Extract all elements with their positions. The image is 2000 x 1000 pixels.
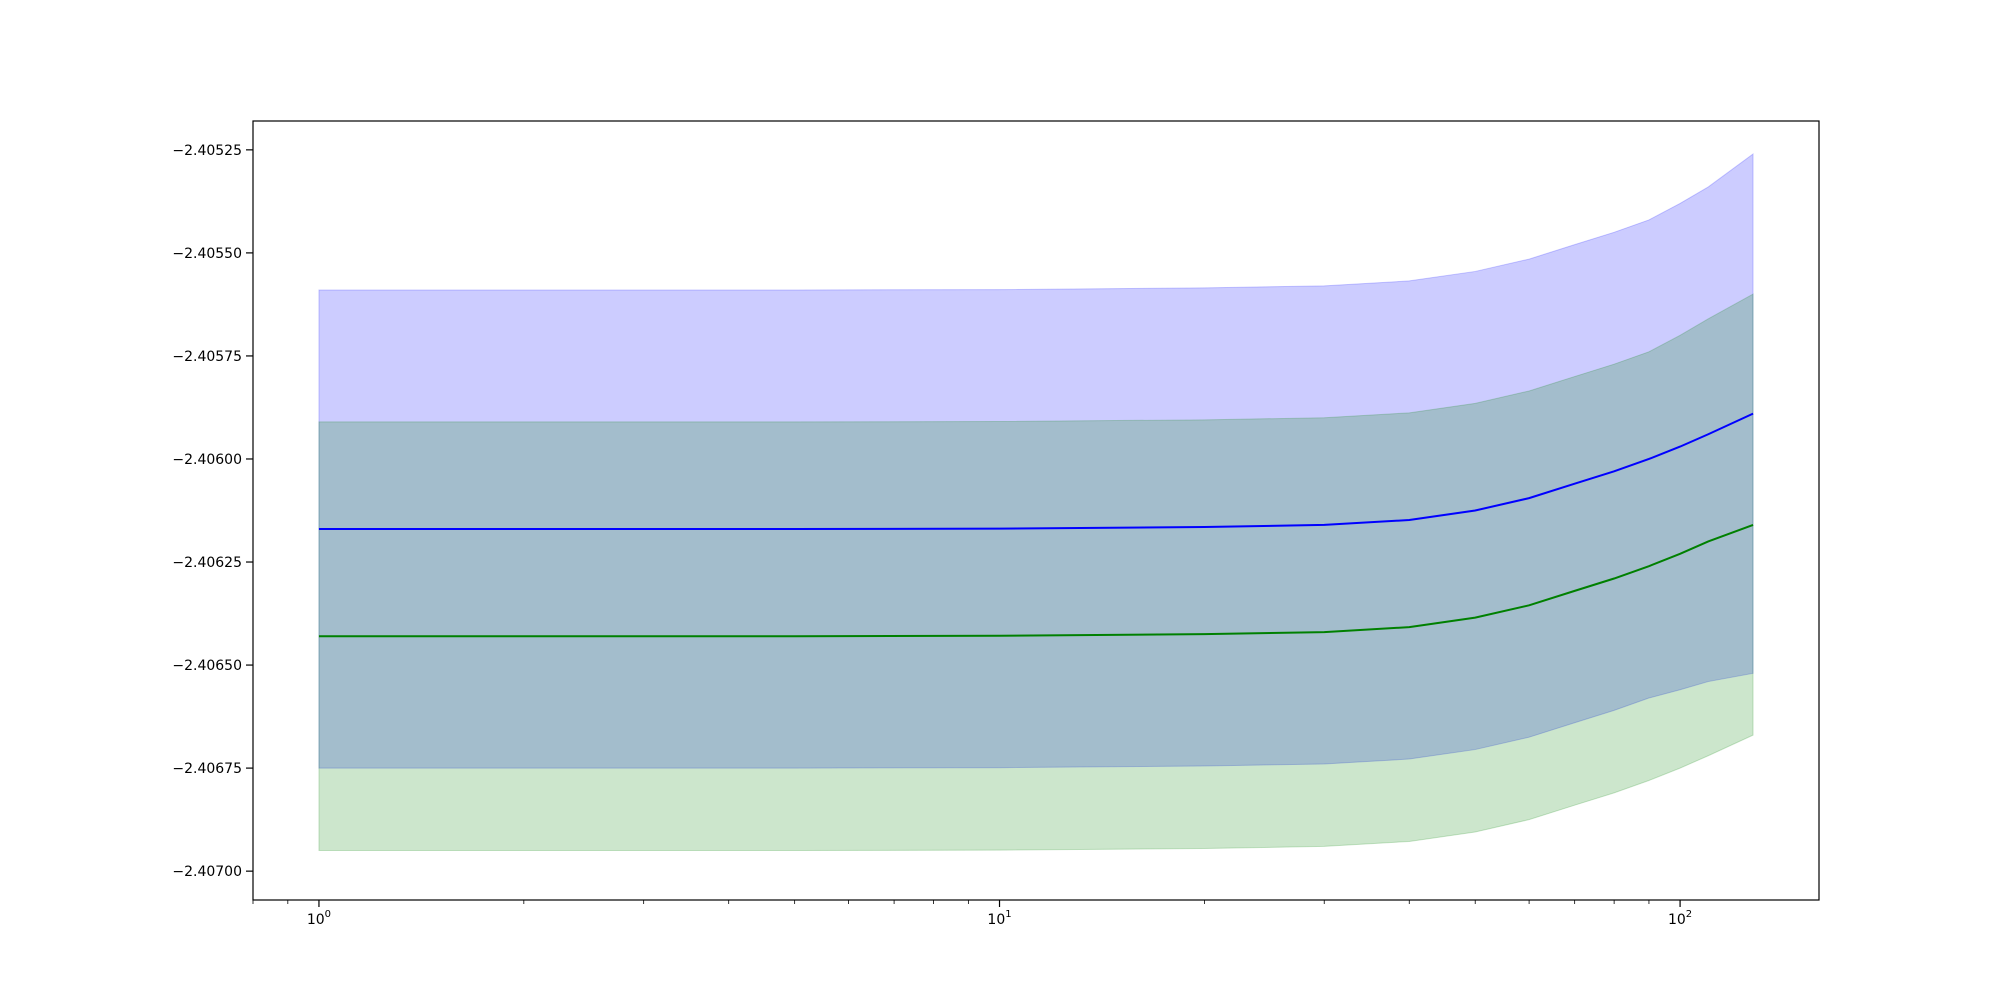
- x-axis: 100 101 102: [252, 900, 1692, 928]
- y-tick-label: −2.40700: [172, 864, 242, 880]
- y-tick-label: −2.40525: [172, 143, 242, 159]
- y-tick-label: −2.40575: [172, 349, 242, 365]
- x-tick-label: 100: [307, 909, 331, 928]
- series-2-line: [318, 523, 1754, 638]
- series-1-band: [318, 152, 1754, 769]
- series-lines: [318, 412, 1754, 638]
- y-axis: −2.40525 −2.40550 −2.40575 −2.40600 −2.40625…: [172, 143, 253, 880]
- confidence-bands: [318, 152, 1754, 852]
- y-tick-label: −2.40650: [172, 658, 242, 674]
- y-tick-label: −2.40600: [172, 452, 242, 468]
- y-tick-label: −2.40675: [172, 761, 242, 777]
- x-tick-label: 101: [987, 909, 1011, 928]
- y-tick-label: −2.40625: [172, 555, 242, 571]
- plot-frame: [252, 120, 1820, 901]
- y-tick-label: −2.40550: [172, 246, 242, 262]
- x-tick-label: 102: [1668, 909, 1692, 928]
- series-1-line: [318, 412, 1754, 531]
- series-2-band: [318, 293, 1754, 852]
